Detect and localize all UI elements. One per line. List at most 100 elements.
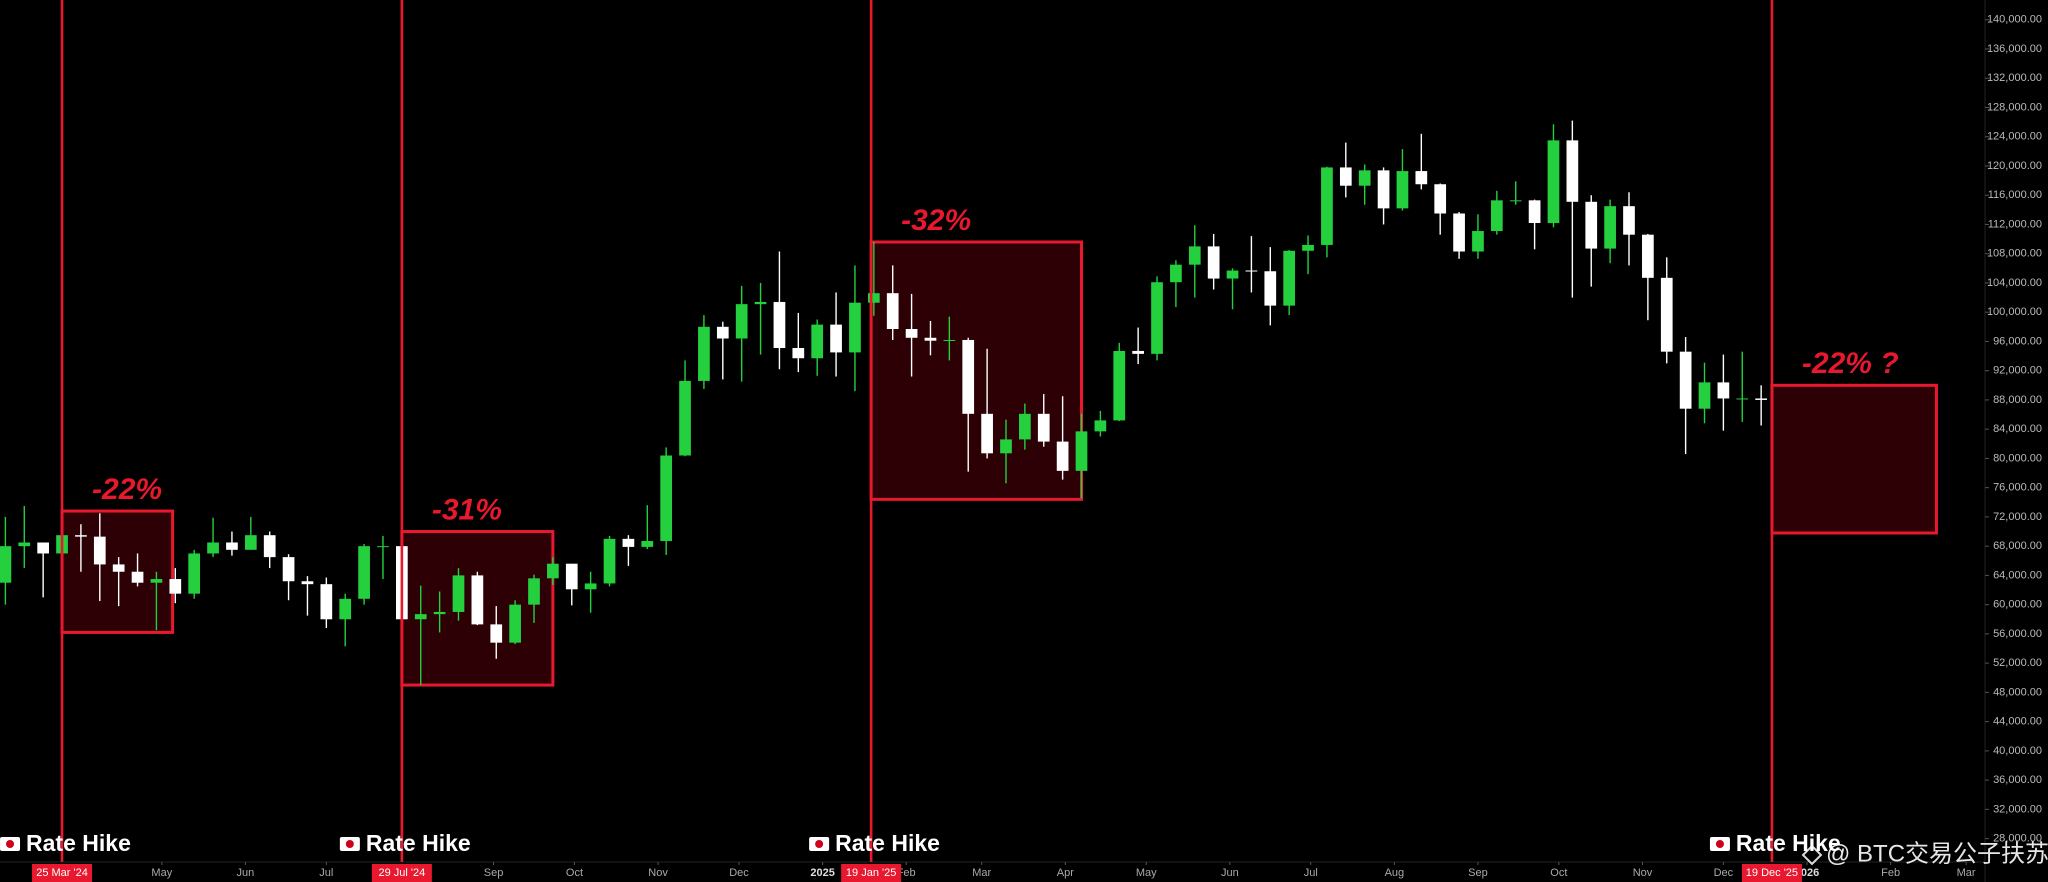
flag-sun xyxy=(6,840,15,848)
candle-body xyxy=(1490,200,1503,232)
candle-body xyxy=(414,614,427,620)
candle-body xyxy=(1245,270,1258,272)
candle-body xyxy=(849,302,861,353)
candle-body xyxy=(1056,441,1069,471)
y-tick-label: 80,000.00 xyxy=(1993,452,2042,464)
drawdown-box xyxy=(869,240,1084,501)
x-tick-label: Jul xyxy=(319,867,333,879)
y-tick-label: 132,000.00 xyxy=(1987,72,2042,84)
y-tick-label: 56,000.00 xyxy=(1993,628,2042,640)
candle-body xyxy=(1528,200,1541,223)
x-tick-label: Nov xyxy=(648,867,668,879)
candle-body xyxy=(75,535,87,537)
event-label: Rate Hike xyxy=(835,830,940,856)
drawdown-box xyxy=(1770,383,1938,535)
candle-body xyxy=(1453,213,1465,252)
candle-body xyxy=(754,301,767,305)
candle-body xyxy=(641,541,654,547)
candle-body xyxy=(1094,420,1107,432)
candle-body xyxy=(716,326,729,339)
candle-body xyxy=(1226,270,1239,279)
candle-body xyxy=(1736,398,1749,400)
x-tick-label: May xyxy=(151,867,172,879)
candle-body xyxy=(1679,351,1692,409)
candle-body xyxy=(1642,234,1654,278)
event-date-label: 19 Dec '25 xyxy=(1746,867,1798,879)
candle-body xyxy=(150,579,163,583)
candle-body xyxy=(226,542,238,550)
y-tick-label: 136,000.00 xyxy=(1987,43,2042,55)
candle-body xyxy=(282,557,295,582)
candle-body xyxy=(1566,140,1579,202)
candle-body xyxy=(886,293,899,330)
candle-body xyxy=(1660,277,1673,352)
candle-body xyxy=(679,380,691,456)
x-tick-label: 2025 xyxy=(810,867,834,879)
candle-body xyxy=(622,538,635,547)
event-date-tag xyxy=(32,864,93,882)
candle-body xyxy=(1509,200,1522,202)
y-tick-label: 96,000.00 xyxy=(1993,335,2042,347)
candle-body xyxy=(1207,246,1220,279)
candle-body xyxy=(1755,398,1768,400)
candle-body xyxy=(131,571,144,583)
japan-flag xyxy=(1709,837,1730,851)
watermark-logo xyxy=(1801,844,1823,866)
candle-body xyxy=(93,536,106,565)
candle-body xyxy=(1188,246,1201,265)
candle-body xyxy=(1000,439,1012,454)
x-tick-label: Feb xyxy=(1881,867,1900,879)
candle-body xyxy=(1547,140,1560,223)
y-tick-label: 68,000.00 xyxy=(1993,540,2042,552)
flag-sun xyxy=(1715,840,1724,848)
candle-body xyxy=(1698,382,1711,409)
candle-body xyxy=(1019,413,1031,440)
x-tick-label: Dec xyxy=(1714,867,1734,879)
candle-body xyxy=(244,535,257,550)
candle-body xyxy=(1113,350,1126,421)
candle-body xyxy=(452,575,465,612)
candle-body xyxy=(471,575,484,625)
candle-body xyxy=(1358,170,1371,186)
candle-body xyxy=(263,535,276,558)
candle-body xyxy=(1472,231,1484,252)
y-tick-label: 40,000.00 xyxy=(1993,745,2042,757)
y-tick-label: 84,000.00 xyxy=(1993,423,2042,435)
candle-body xyxy=(169,579,182,594)
candle-body xyxy=(301,581,314,585)
candle-body xyxy=(1604,206,1616,249)
x-tick-label: Oct xyxy=(1550,867,1567,879)
candle-body xyxy=(792,348,805,359)
candle-body xyxy=(603,538,616,584)
candle-body xyxy=(1264,271,1277,306)
candle-body xyxy=(528,578,540,605)
event-date-label: 25 Mar '24 xyxy=(36,867,88,879)
y-tick-label: 32,000.00 xyxy=(1993,803,2042,815)
japan-flag xyxy=(809,837,830,851)
x-tick-label: Dec xyxy=(729,867,749,879)
y-tick-label: 48,000.00 xyxy=(1993,686,2042,698)
x-tick-label: Nov xyxy=(1633,867,1653,879)
y-tick-label: 92,000.00 xyxy=(1993,365,2042,377)
drawdown-label: -22% ? xyxy=(1802,347,1899,380)
y-tick-label: 52,000.00 xyxy=(1993,657,2042,669)
candle-body xyxy=(811,324,824,359)
x-tick-label: Jun xyxy=(1221,867,1239,879)
y-tick-label: 28,000.00 xyxy=(1993,833,2042,845)
candle-body xyxy=(1585,201,1598,249)
watermark: @ BTC交易公子扶苏 xyxy=(1826,840,2048,867)
candle-body xyxy=(1321,167,1333,245)
candle-body xyxy=(433,611,446,615)
candle-body xyxy=(867,293,880,303)
candle-body xyxy=(924,337,937,341)
candle-body xyxy=(830,324,842,353)
x-tick-label: Apr xyxy=(1057,867,1074,879)
candle-body xyxy=(943,339,956,341)
candle-body xyxy=(660,455,673,542)
candle-body xyxy=(490,624,503,643)
x-tick-label: May xyxy=(1136,867,1157,879)
